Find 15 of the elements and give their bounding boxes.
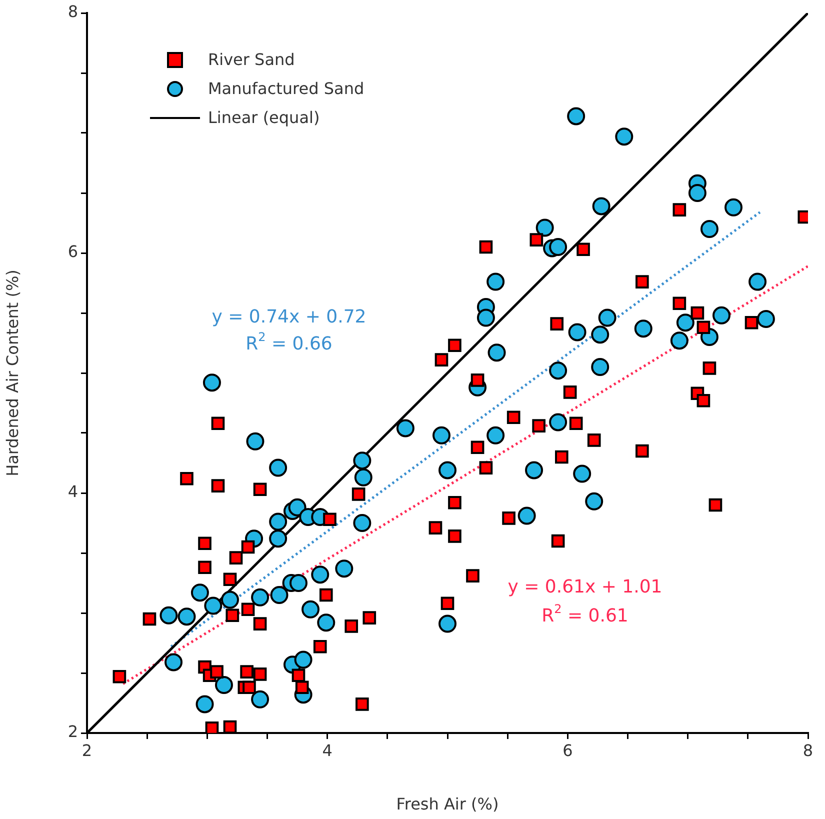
legend-label: River Sand bbox=[208, 50, 295, 69]
y-tick-label: 8 bbox=[68, 2, 78, 22]
legend-label: Manufactured Sand bbox=[208, 79, 364, 98]
y-tick-label: 2 bbox=[68, 722, 78, 742]
annotation: y = 0.61x + 1.01 bbox=[508, 576, 662, 598]
annotation: y = 0.74x + 0.72 bbox=[212, 306, 366, 328]
legend-label: Linear (equal) bbox=[208, 108, 320, 127]
x-tick-label: 4 bbox=[322, 740, 332, 760]
y-axis-title: Hardened Air Content (%) bbox=[2, 270, 22, 476]
x-tick-label: 2 bbox=[82, 740, 92, 760]
y-tick-label: 6 bbox=[68, 242, 78, 262]
x-tick-label: 8 bbox=[802, 740, 814, 760]
y-tick-label: 4 bbox=[68, 482, 78, 502]
x-tick-label: 6 bbox=[562, 740, 573, 760]
x-axis-title: Fresh Air (%) bbox=[396, 794, 499, 814]
